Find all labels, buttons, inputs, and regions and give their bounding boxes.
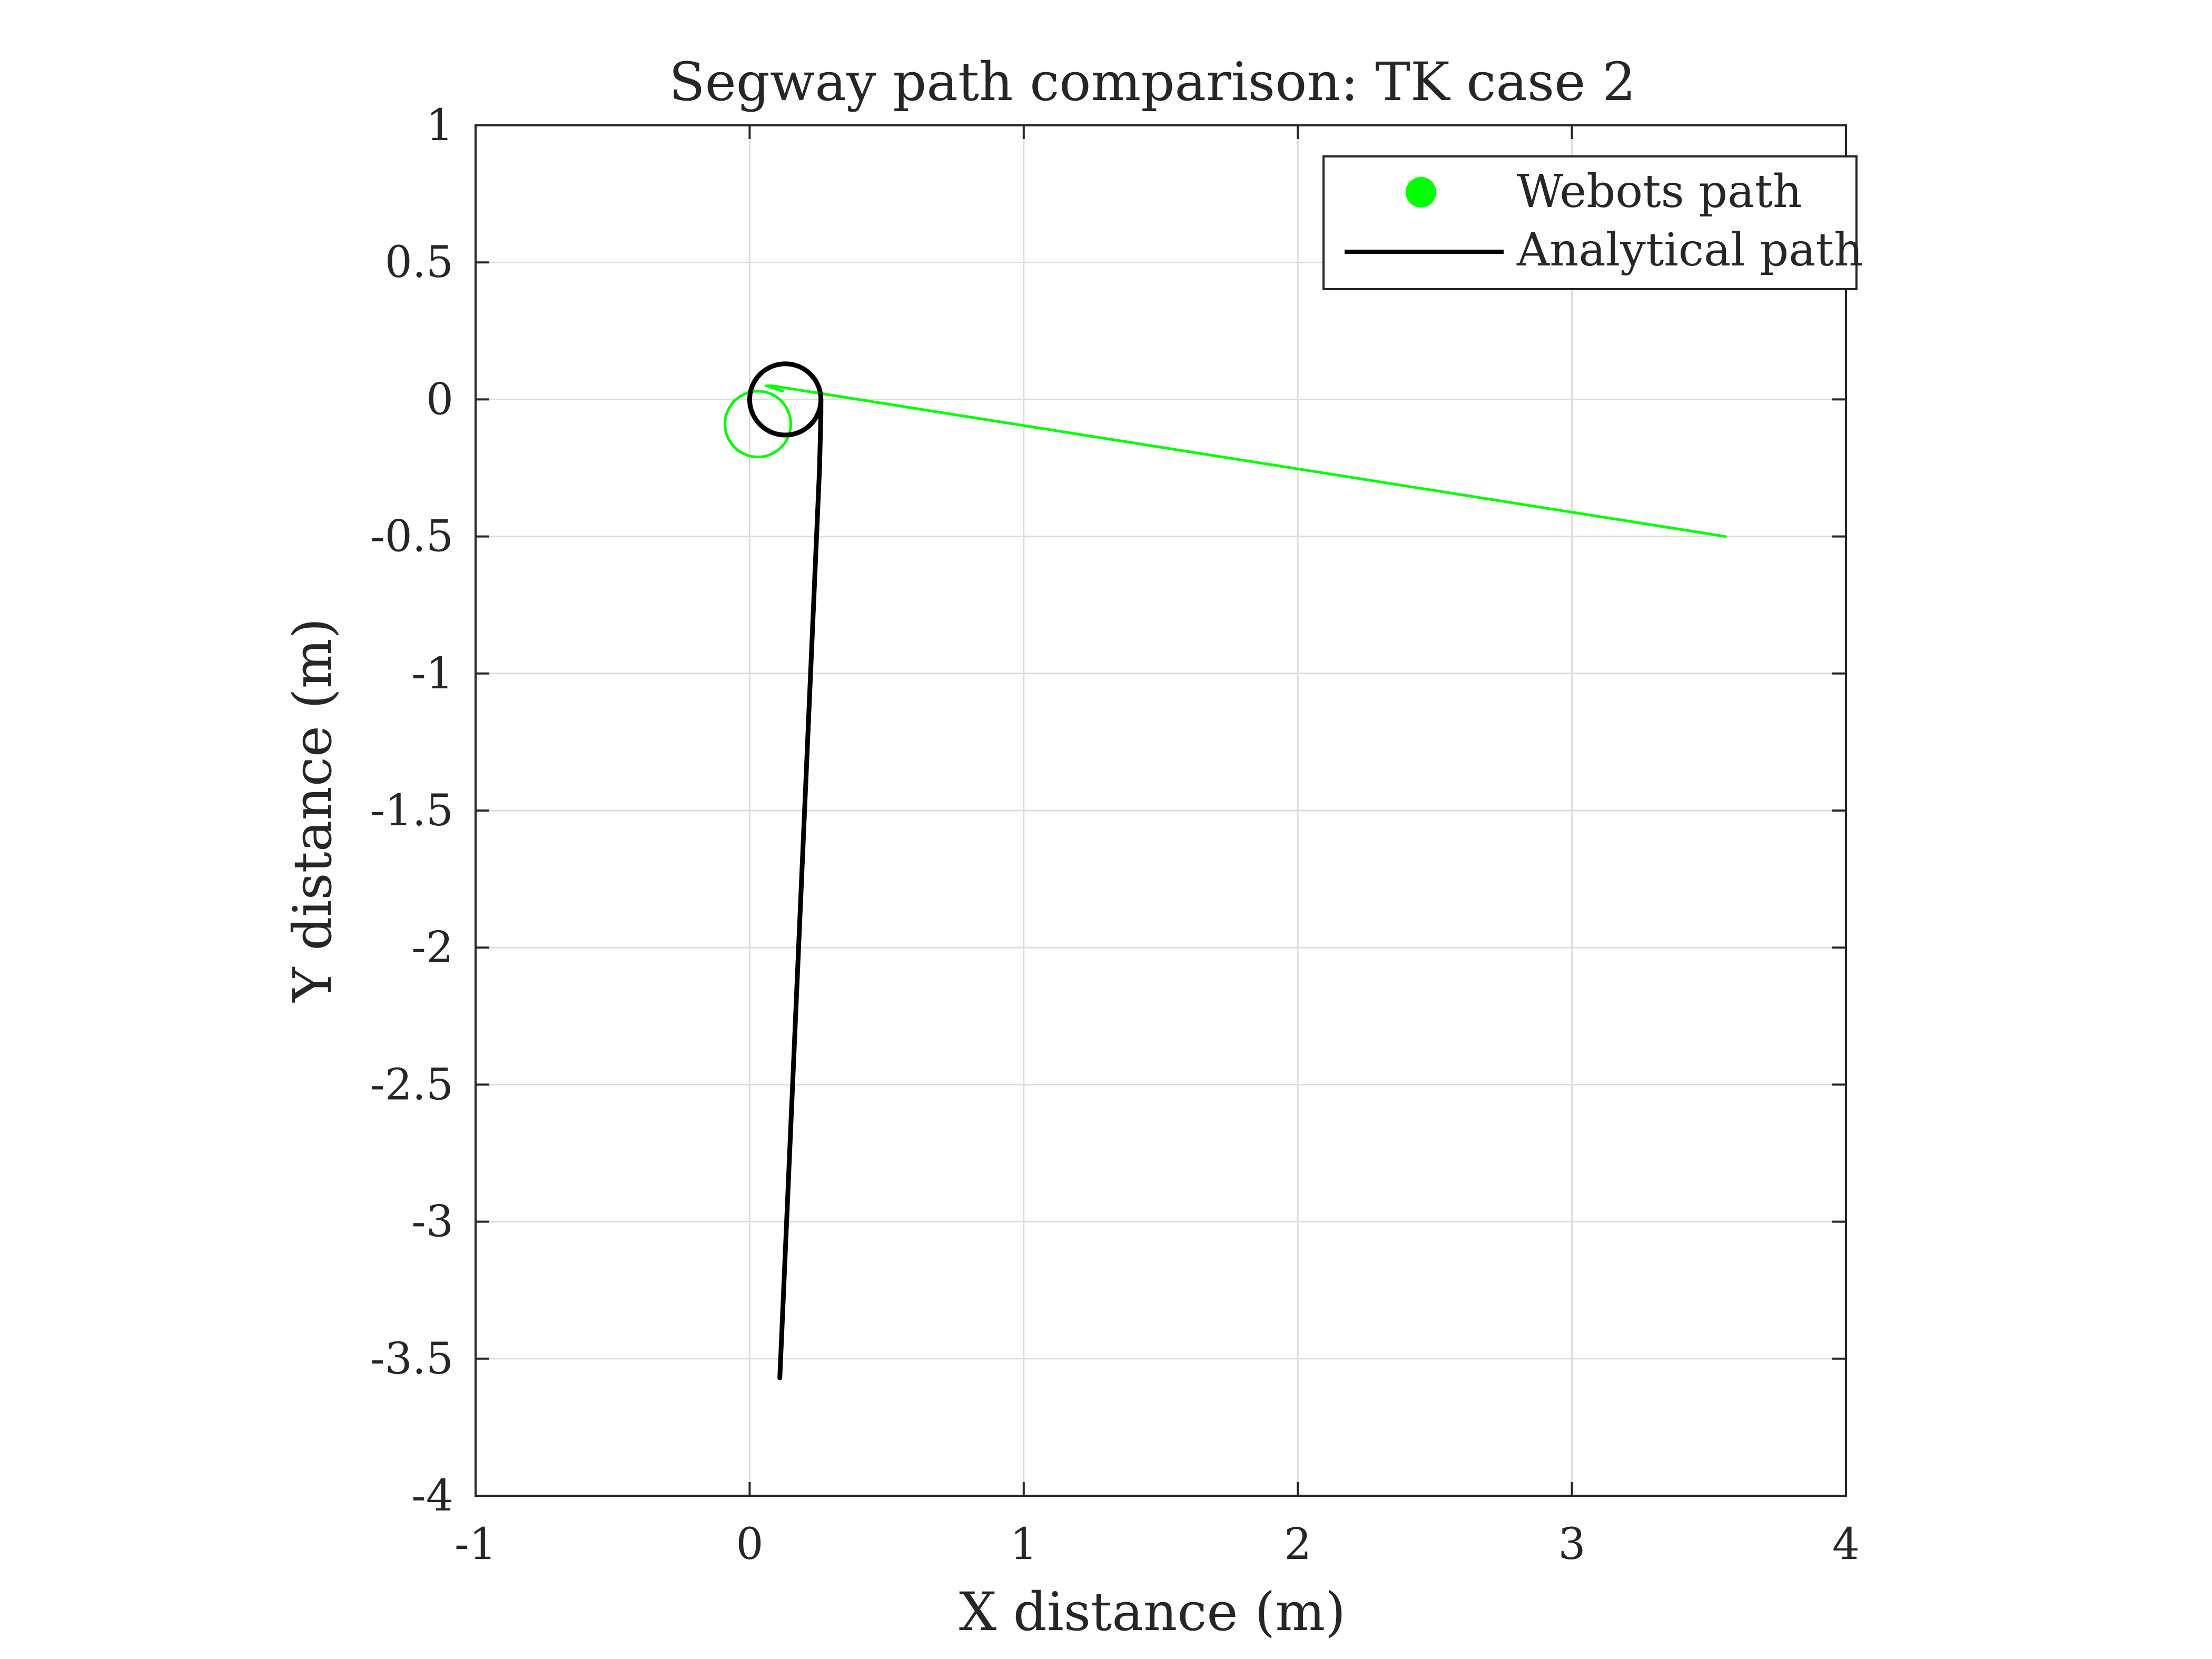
x-tick-label: 0	[736, 1519, 763, 1569]
legend-marker-webots	[1406, 177, 1436, 208]
x-tick-label: 3	[1558, 1519, 1586, 1569]
x-tick-label: 4	[1832, 1519, 1860, 1569]
y-tick-label: -3.5	[370, 1334, 453, 1384]
legend-box	[1322, 155, 1858, 290]
y-axis-label: Y distance (m)	[282, 618, 343, 1003]
y-tick-label: -1	[411, 649, 453, 699]
y-tick-labels: 1 0.5 0 -0.5 -1 -1.5 -2 -2.5 -3 -3.5 -4	[370, 101, 453, 1521]
x-tick-label: 2	[1284, 1519, 1311, 1569]
series-line	[765, 384, 1727, 538]
series-loop	[724, 390, 792, 459]
plot-area	[475, 124, 1847, 1497]
chart-title: Segway path comparison: TK case 2	[669, 51, 1636, 113]
y-tick-label: 1	[426, 101, 453, 151]
y-tick-label: 0	[426, 374, 453, 424]
series-layer	[724, 361, 1727, 1380]
legend: Webots path Analytical path	[1322, 155, 1863, 290]
x-axis-label: X distance (m)	[959, 1581, 1346, 1643]
series-webots-path	[724, 384, 1727, 538]
y-tick-label: -3	[411, 1197, 453, 1247]
legend-label-webots: Webots path	[1517, 165, 1802, 218]
x-tick-label: 1	[1010, 1519, 1038, 1569]
y-tick-label: -2.5	[370, 1060, 453, 1110]
y-tick-label: -0.5	[370, 512, 453, 562]
y-tick-label: -1.5	[370, 786, 453, 836]
x-tick-label: -1	[455, 1519, 497, 1569]
y-tick-label: -2	[411, 923, 453, 973]
series-analytical-path	[747, 361, 824, 1380]
series-line	[777, 397, 824, 1380]
x-tick-labels: -1 0 1 2 3 4	[455, 1519, 1860, 1569]
y-tick-label: 0.5	[385, 238, 453, 288]
axes-frame	[475, 124, 1847, 1497]
legend-label-analytical: Analytical path	[1516, 224, 1863, 276]
y-tick-label: -4	[411, 1471, 453, 1521]
